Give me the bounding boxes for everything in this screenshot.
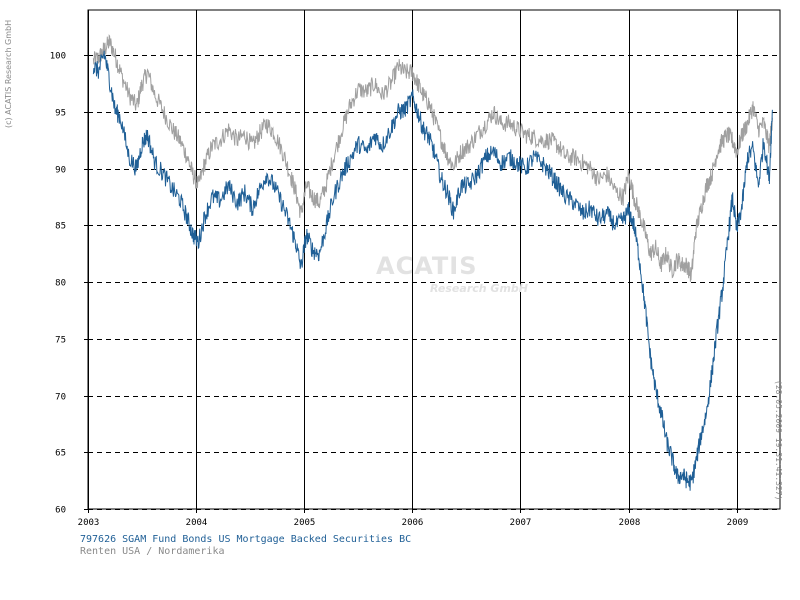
y-tick-label: 60 [55, 506, 66, 516]
fund-caption: 797626 SGAM Fund Bonds US Mortgage Backe… [80, 534, 412, 545]
x-tick-label: 2007 [510, 518, 532, 528]
y-tick-label: 90 [55, 166, 66, 176]
y-tick-label: 65 [55, 449, 66, 459]
x-tick-label: 2008 [619, 518, 641, 528]
y-tick-label: 75 [55, 336, 66, 346]
y-tick-label: 85 [55, 222, 66, 232]
y-tick-label: 80 [55, 279, 66, 289]
y-tick-label: 70 [55, 393, 66, 403]
x-tick-label: 2006 [402, 518, 424, 528]
x-tick-label: 2009 [727, 518, 749, 528]
x-tick-label: 2005 [294, 518, 316, 528]
x-tick-label: 2003 [78, 518, 100, 528]
x-tick-label: 2004 [186, 518, 208, 528]
fund-series-line [92, 50, 773, 491]
watermark-subtitle: Research GmbH [430, 282, 528, 295]
benchmark-series-line [92, 34, 773, 282]
watermark-title: ACATIS [376, 252, 478, 280]
timestamp-note: (28.05.2009 19:31:41:327) [774, 380, 783, 501]
y-tick-label: 95 [55, 109, 66, 119]
y-tick-label: 100 [50, 52, 66, 62]
category-caption: Renten USA / Nordamerika [80, 546, 225, 557]
copyright-note: (c) ACATIS Research GmbH [4, 19, 13, 128]
